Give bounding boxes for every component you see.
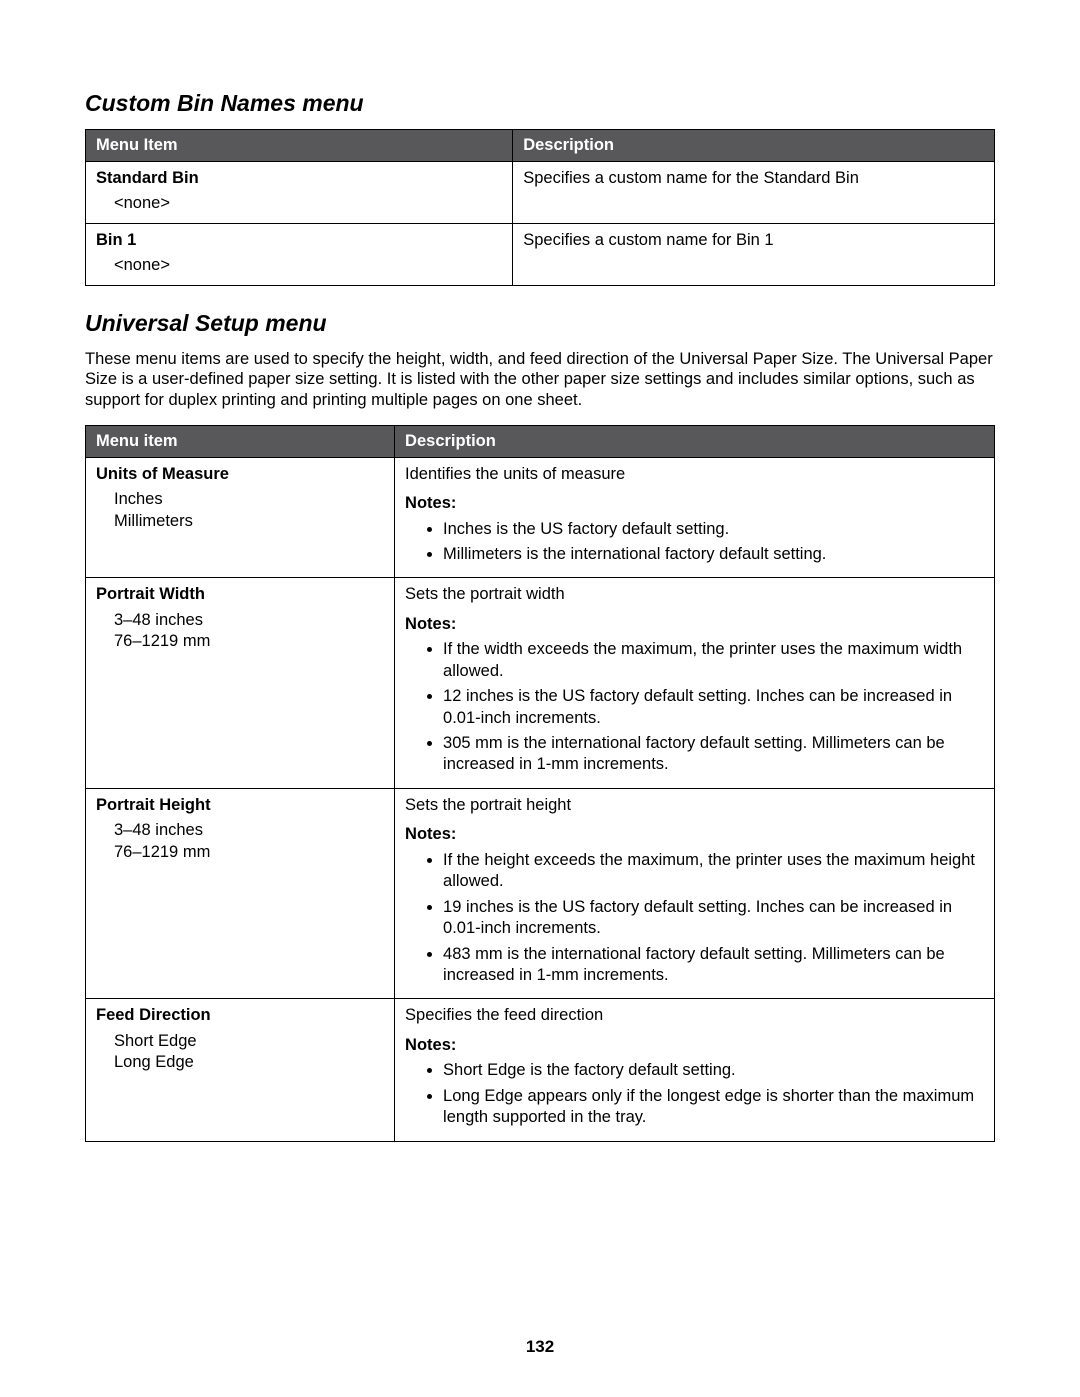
note-item: 19 inches is the US factory default sett… — [443, 897, 984, 940]
universal-setup-table: Menu item Description Units of Measure I… — [85, 425, 995, 1142]
item-option: 76–1219 mm — [114, 631, 384, 652]
cell-description: Specifies a custom name for the Standard… — [513, 162, 995, 224]
cell-menu-item: Bin 1 <none> — [86, 223, 513, 285]
notes-label: Notes: — [405, 614, 984, 635]
cell-menu-item: Units of Measure Inches Millimeters — [86, 457, 395, 578]
table2-header-menu-item: Menu item — [86, 425, 395, 457]
note-item: Inches is the US factory default setting… — [443, 519, 984, 540]
table-row: Units of Measure Inches Millimeters Iden… — [86, 457, 995, 578]
item-option: Inches — [114, 489, 384, 510]
note-item: Long Edge appears only if the longest ed… — [443, 1086, 984, 1129]
note-item: If the height exceeds the maximum, the p… — [443, 850, 984, 893]
notes-label: Notes: — [405, 493, 984, 514]
table1-header-description: Description — [513, 130, 995, 162]
description-intro: Sets the portrait width — [405, 584, 984, 605]
item-name: Standard Bin — [96, 168, 502, 189]
document-page: Custom Bin Names menu Menu Item Descript… — [0, 0, 1080, 1397]
item-option: <none> — [114, 193, 502, 214]
cell-menu-item: Portrait Width 3–48 inches 76–1219 mm — [86, 578, 395, 789]
table-row: Portrait Width 3–48 inches 76–1219 mm Se… — [86, 578, 995, 789]
cell-description: Specifies a custom name for Bin 1 — [513, 223, 995, 285]
item-name: Portrait Width — [96, 584, 384, 605]
item-option: Short Edge — [114, 1031, 384, 1052]
section2-intro: These menu items are used to specify the… — [85, 349, 995, 411]
item-name: Portrait Height — [96, 795, 384, 816]
cell-description: Sets the portrait width Notes: If the wi… — [395, 578, 995, 789]
note-item: 483 mm is the international factory defa… — [443, 944, 984, 987]
item-option: Long Edge — [114, 1052, 384, 1073]
item-option: 3–48 inches — [114, 820, 384, 841]
cell-description: Specifies the feed direction Notes: Shor… — [395, 999, 995, 1141]
item-option: <none> — [114, 255, 502, 276]
table2-header-description: Description — [395, 425, 995, 457]
cell-menu-item: Standard Bin <none> — [86, 162, 513, 224]
cell-menu-item: Feed Direction Short Edge Long Edge — [86, 999, 395, 1141]
table1-header-menu-item: Menu Item — [86, 130, 513, 162]
page-number: 132 — [0, 1337, 1080, 1357]
notes-label: Notes: — [405, 824, 984, 845]
custom-bin-names-table: Menu Item Description Standard Bin <none… — [85, 129, 995, 286]
notes-list: If the width exceeds the maximum, the pr… — [405, 639, 984, 776]
item-name: Bin 1 — [96, 230, 502, 251]
description-intro: Specifies the feed direction — [405, 1005, 984, 1026]
table-row: Portrait Height 3–48 inches 76–1219 mm S… — [86, 788, 995, 999]
note-item: 305 mm is the international factory defa… — [443, 733, 984, 776]
table-row: Bin 1 <none> Specifies a custom name for… — [86, 223, 995, 285]
note-item: If the width exceeds the maximum, the pr… — [443, 639, 984, 682]
item-option: Millimeters — [114, 511, 384, 532]
cell-menu-item: Portrait Height 3–48 inches 76–1219 mm — [86, 788, 395, 999]
note-item: Millimeters is the international factory… — [443, 544, 984, 565]
table-row: Standard Bin <none> Specifies a custom n… — [86, 162, 995, 224]
description-intro: Sets the portrait height — [405, 795, 984, 816]
note-item: 12 inches is the US factory default sett… — [443, 686, 984, 729]
notes-list: If the height exceeds the maximum, the p… — [405, 850, 984, 987]
item-name: Units of Measure — [96, 464, 384, 485]
description-intro: Identifies the units of measure — [405, 464, 984, 485]
item-name: Feed Direction — [96, 1005, 384, 1026]
section2-title: Universal Setup menu — [85, 310, 995, 337]
item-option: 76–1219 mm — [114, 842, 384, 863]
notes-list: Short Edge is the factory default settin… — [405, 1060, 984, 1128]
cell-description: Identifies the units of measure Notes: I… — [395, 457, 995, 578]
section1-title: Custom Bin Names menu — [85, 90, 995, 117]
table-row: Feed Direction Short Edge Long Edge Spec… — [86, 999, 995, 1141]
note-item: Short Edge is the factory default settin… — [443, 1060, 984, 1081]
cell-description: Sets the portrait height Notes: If the h… — [395, 788, 995, 999]
notes-list: Inches is the US factory default setting… — [405, 519, 984, 566]
item-option: 3–48 inches — [114, 610, 384, 631]
notes-label: Notes: — [405, 1035, 984, 1056]
